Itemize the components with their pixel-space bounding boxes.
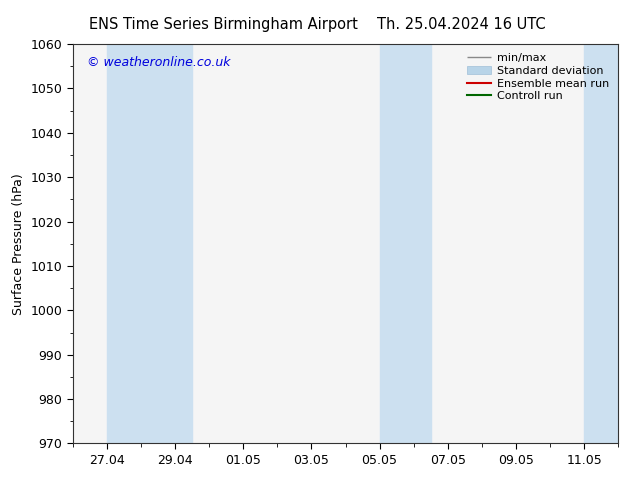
Bar: [107, 44, 158, 443]
Text: Th. 25.04.2024 16 UTC: Th. 25.04.2024 16 UTC: [377, 17, 545, 32]
Legend: min/max, Standard deviation, Ensemble mean run, Controll run: min/max, Standard deviation, Ensemble me…: [463, 49, 612, 105]
Bar: [158, 44, 192, 443]
Bar: [584, 44, 618, 443]
Y-axis label: Surface Pressure (hPa): Surface Pressure (hPa): [12, 173, 25, 315]
Text: ENS Time Series Birmingham Airport: ENS Time Series Birmingham Airport: [89, 17, 358, 32]
Bar: [380, 44, 430, 443]
Text: © weatheronline.co.uk: © weatheronline.co.uk: [86, 56, 230, 69]
